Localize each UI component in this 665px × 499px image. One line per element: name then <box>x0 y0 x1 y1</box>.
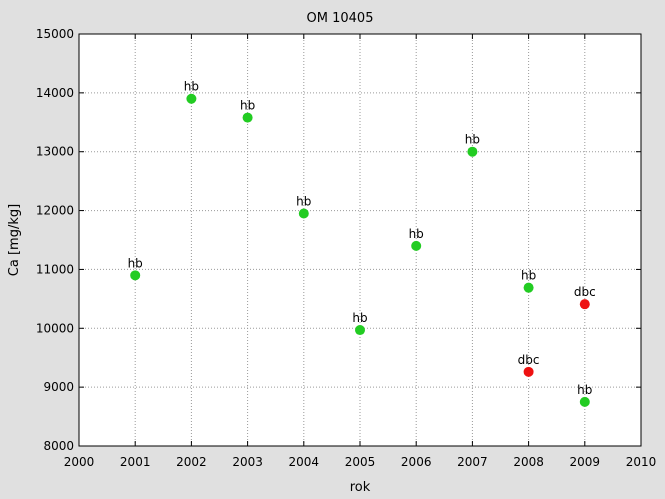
x-axis-label: rok <box>350 480 371 495</box>
y-tick-label: 14000 <box>36 86 74 100</box>
data-point-hb <box>130 270 141 281</box>
data-point-label: hb <box>577 383 592 397</box>
data-point-hb <box>186 93 197 104</box>
data-point-dbc <box>523 366 534 377</box>
x-tick-label: 2009 <box>570 455 601 469</box>
data-point-label: hb <box>240 99 255 113</box>
data-point-label: hb <box>128 256 143 270</box>
x-tick-label: 2000 <box>64 455 95 469</box>
data-point-label: hb <box>521 269 536 283</box>
y-tick-label: 13000 <box>36 145 74 159</box>
x-tick-label: 2007 <box>457 455 488 469</box>
x-tick-label: 2008 <box>513 455 544 469</box>
x-tick-label: 2002 <box>176 455 207 469</box>
x-axis-ticks: 2000 2001 2002 2003 2004 2005 2006 2007 2008 2009… <box>64 34 657 469</box>
data-point-label: hb <box>409 227 424 241</box>
y-axis-ticks: 8000 9000 10000 11000 12000 13000 14000 15000 <box>36 27 641 453</box>
data-point-label: hb <box>352 311 367 325</box>
y-tick-label: 9000 <box>43 380 74 394</box>
data-point-hb <box>242 112 253 123</box>
data-point-dbc <box>579 299 590 310</box>
data-point-label: hb <box>465 133 480 147</box>
data-point-hb <box>467 146 478 157</box>
x-tick-label: 2006 <box>401 455 432 469</box>
y-tick-label: 8000 <box>43 439 74 453</box>
data-point-label: dbc <box>574 285 596 299</box>
y-tick-label: 10000 <box>36 321 74 335</box>
x-tick-label: 2010 <box>626 455 657 469</box>
data-point-label: hb <box>184 80 199 94</box>
y-tick-label: 15000 <box>36 27 74 41</box>
grid-lines <box>79 34 641 446</box>
x-tick-label: 2003 <box>232 455 263 469</box>
x-tick-label: 2005 <box>345 455 376 469</box>
x-tick-label: 2004 <box>289 455 320 469</box>
y-tick-label: 11000 <box>36 262 74 276</box>
data-point-hb <box>355 325 365 336</box>
data-point-hb <box>523 282 534 293</box>
chart-title: OM 10405 <box>307 11 374 26</box>
data-point-hb <box>411 240 422 251</box>
y-axis-label: Ca [mg/kg] <box>7 204 22 276</box>
data-point-hb <box>579 396 590 407</box>
data-point-label: dbc <box>518 353 540 367</box>
plot-area <box>78 33 642 447</box>
data-point-hb <box>298 208 309 219</box>
x-tick-label: 2001 <box>120 455 151 469</box>
data-points: hb hb hb hb hb hb hb hb dbc dbc hb <box>128 80 596 407</box>
data-point-label: hb <box>296 195 311 209</box>
y-tick-label: 12000 <box>36 204 74 218</box>
